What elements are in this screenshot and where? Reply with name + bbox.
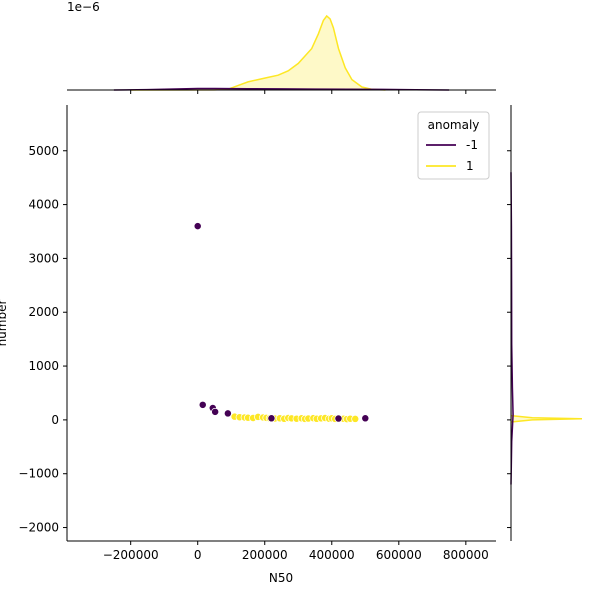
x-tick-label: 200000: [242, 548, 288, 562]
point-anomaly-neg1: [198, 400, 207, 409]
point-anomaly-neg1: [267, 414, 276, 423]
point-anomaly-neg1: [211, 407, 220, 416]
x-tick-label: 0: [194, 548, 202, 562]
y-axis-label: number: [0, 300, 9, 347]
marginal-y-curves: [510, 172, 583, 485]
x-axis-ticks: −200000 0 200000 400000 600000 800000: [103, 541, 489, 562]
marginal-y-curve-anomaly-1: [510, 414, 583, 423]
marginal-x-fill-anomaly-1: [130, 16, 386, 90]
y-tick-label: −1000: [18, 467, 59, 481]
x-axis-label: N50: [269, 571, 293, 585]
marginal-x-panel: 1e−6: [67, 0, 496, 94]
y-tick-label: −2000: [18, 521, 59, 535]
marginal-y-panel: [507, 105, 583, 541]
marginal-y-fill-anomaly-1: [511, 415, 582, 423]
x-tick-label: 800000: [443, 548, 489, 562]
marginal-x-ticks: [130, 90, 467, 94]
marginal-x-curve-anomaly-neg1: [113, 87, 450, 91]
marginal-x-curves: [113, 14, 450, 91]
y-axis-ticks: −2000 −1000 0 1000 2000 3000 4000 5000: [18, 144, 67, 535]
x-tick-label: 600000: [376, 548, 422, 562]
y-tick-label: 1000: [28, 359, 59, 373]
point-anomaly-neg1: [361, 414, 370, 423]
point-anomaly-neg1: [193, 222, 202, 231]
x-tick-label: −200000: [103, 548, 159, 562]
y-tick-label: 5000: [28, 144, 59, 158]
legend: anomaly -1 1: [417, 111, 490, 180]
legend-label-pos1: 1: [466, 159, 474, 173]
point-anomaly-1: [351, 414, 360, 423]
point-anomaly-neg1: [334, 414, 343, 423]
y-tick-label: 4000: [28, 198, 59, 212]
legend-label-neg1: -1: [466, 138, 478, 152]
scatter-points: [193, 222, 370, 424]
x-tick-label: 400000: [309, 548, 355, 562]
legend-title: anomaly: [428, 118, 480, 132]
y-tick-label: 2000: [28, 305, 59, 319]
point-anomaly-neg1: [223, 409, 232, 418]
y-tick-label: 0: [51, 413, 59, 427]
y-tick-label: 3000: [28, 251, 59, 265]
main-axes: −200000 0 200000 400000 600000 800000 −2000 −1…: [0, 105, 496, 585]
marginal-x-offset-label: 1e−6: [67, 0, 100, 14]
marginal-y-ticks: [507, 150, 511, 529]
marginal-x-curve-anomaly-1: [130, 14, 386, 91]
